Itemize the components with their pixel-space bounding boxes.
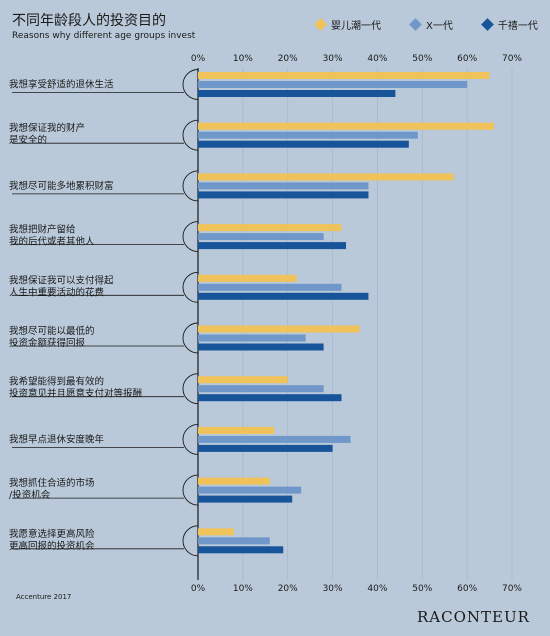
category-label: 我想享受舒适的退休生活 [9,79,114,91]
bar [198,385,324,393]
category-label: 我想抓住合适的市场 [9,477,95,489]
x-tick-label-bottom: 30% [323,584,343,594]
category-label: 投资金额获得回报 [9,337,86,349]
bar [198,131,418,139]
bar [198,233,324,241]
category-label: 我想尽可能以最低的 [9,325,95,337]
brand-logo: RACONTEUR [417,608,530,626]
legend-item-millennials: 千禧一代 [480,17,538,32]
bar [198,191,369,199]
category-bracket [182,373,199,405]
bar [198,394,342,402]
bar [198,486,302,494]
legend-item-baby-boomers: 婴儿潮一代 [314,17,381,32]
source-note: Accenture 2017 [16,593,72,601]
legend-label-millennials: 千禧一代 [497,21,538,32]
bar [198,426,275,434]
category-label: 我想保证我可以支付得起 [9,274,114,286]
bar [198,122,495,130]
bar [198,140,409,148]
bar [198,435,351,443]
x-tick-label-top: 0% [191,54,206,64]
category-label: 我想早点退休安度晚年 [9,433,105,445]
category-label: 我想把财产留给 [9,224,76,236]
x-tick-label-top: 70% [502,54,522,64]
category-bracket [182,423,199,455]
x-tick-label-bottom: 0% [191,584,206,594]
category-bracket [182,271,199,303]
x-tick-label-bottom: 70% [502,584,522,594]
legend: 婴儿潮一代 X一代 千禧一代 [314,17,538,32]
x-tick-label-bottom: 40% [367,584,387,594]
bar [198,477,270,485]
category-label: 是安全的 [9,134,47,146]
category-label: 我希望能得到最有效的 [9,376,104,388]
legend-label-gen-x: X一代 [426,21,453,32]
x-tick-label-top: 20% [278,54,298,64]
legend-item-gen-x: X一代 [409,17,453,32]
bar [198,528,234,536]
category-label: 人生中重要活动的花费 [9,286,104,298]
category-bracket [182,69,199,100]
x-tick-label-top: 60% [457,54,477,64]
chart-title: 不同年龄段人的投资目的 [12,13,166,29]
bar [198,376,288,384]
bar [198,444,333,452]
x-tick-label-top: 40% [367,54,387,64]
category-label: 我想保证我的财产 [9,122,85,134]
x-tick-label-bottom: 50% [412,584,432,594]
category-bracket [182,170,199,202]
bar [198,173,454,181]
bar [198,283,342,291]
x-tick-label-top: 30% [323,54,343,64]
legend-label-baby-boomers: 婴儿潮一代 [331,21,381,32]
bar [198,292,369,300]
bar [198,90,396,97]
bar [198,182,369,190]
x-tick-label-bottom: 60% [457,584,477,594]
bar [198,242,347,250]
category-label: 我的后代或者其他人 [9,236,95,248]
bar [198,495,293,503]
category-bracket [182,322,199,354]
category-label: 投资意见并且愿意支付对等报酬 [9,388,142,400]
category-label: /投资机会 [9,489,51,501]
category-label: 更高回报的投资机会 [9,540,95,552]
bar [198,274,297,282]
x-tick-label-bottom: 20% [278,584,298,594]
bar [198,72,490,79]
bar [198,343,324,351]
bar [198,81,468,88]
chart-subtitle: Reasons why different age groups invest [12,31,196,41]
x-tick-label-top: 50% [412,54,432,64]
bar [198,537,270,545]
x-tick-label-top: 10% [233,54,253,64]
bar [198,546,284,554]
bar [198,334,306,342]
category-label: 我愿意选择更高风险 [9,528,95,540]
category-bracket [182,221,199,253]
bar [198,224,342,232]
x-tick-label-bottom: 10% [233,584,253,594]
category-label: 我想尽可能多地累积财富 [9,180,114,192]
category-bracket [182,525,199,557]
category-bracket [182,119,199,151]
category-bracket [182,474,199,506]
bar [198,325,360,333]
